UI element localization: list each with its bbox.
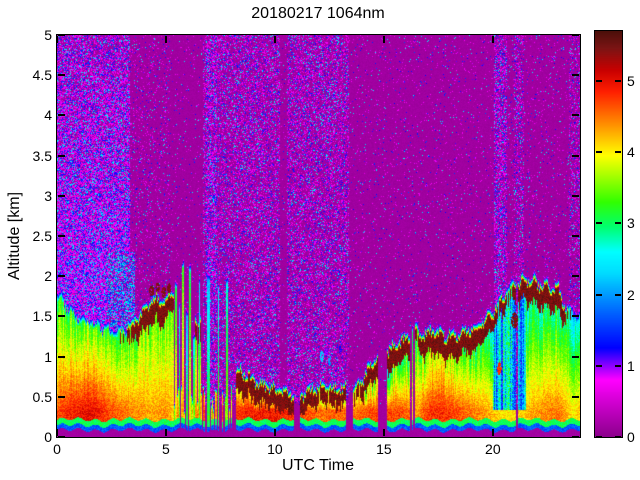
colorbar-canvas (595, 31, 622, 437)
x-tick-4 (491, 429, 494, 436)
cb-tick-left-4 (596, 151, 602, 154)
y-tick-right-7 (572, 154, 579, 157)
y-tick-label-3: 1.5 (32, 308, 52, 325)
cb-tick-left-2 (596, 293, 602, 296)
cb-tick-right-0 (615, 436, 621, 438)
x-tick-1 (164, 429, 167, 436)
x-tick-label-4: 20 (485, 441, 501, 457)
x-tick-top-2 (273, 36, 276, 43)
x-tick-label-1: 5 (162, 441, 170, 457)
heatmap-canvas (57, 35, 580, 437)
cb-tick-label-1: 1 (627, 357, 635, 374)
y-tick-label-6: 3 (44, 187, 52, 204)
y-tick-label-2: 1 (44, 348, 52, 365)
x-tick-top-3 (382, 36, 385, 43)
y-tick-5 (58, 235, 65, 237)
y-tick-6 (58, 194, 65, 197)
cb-tick-label-0: 0 (627, 429, 635, 445)
y-tick-right-3 (572, 315, 579, 318)
y-tick-right-5 (572, 235, 579, 237)
y-tick-7 (58, 154, 65, 157)
y-tick-right-1 (572, 395, 579, 398)
y-tick-label-8: 4 (44, 107, 52, 124)
cb-tick-left-0 (596, 436, 602, 438)
cb-tick-right-4 (615, 151, 621, 154)
cb-tick-right-2 (615, 293, 621, 296)
x-tick-label-3: 15 (376, 441, 392, 457)
cb-tick-right-3 (615, 222, 621, 225)
y-tick-right-0 (572, 436, 579, 438)
figure-title: 20180217 1064nm (251, 5, 385, 22)
y-tick-label-9: 4.5 (32, 67, 52, 84)
y-tick-label-5: 2.5 (32, 228, 52, 244)
x-tick-top-4 (491, 36, 494, 43)
y-tick-10 (58, 34, 65, 36)
y-tick-0 (58, 436, 65, 438)
y-tick-right-6 (572, 194, 579, 197)
y-tick-right-9 (572, 74, 579, 77)
y-tick-right-4 (572, 275, 579, 278)
y-tick-9 (58, 74, 65, 77)
cb-tick-left-3 (596, 222, 602, 225)
y-tick-right-10 (572, 34, 579, 36)
cb-tick-left-1 (596, 364, 602, 367)
cb-tick-right-1 (615, 364, 621, 367)
cb-tick-label-3: 3 (627, 215, 635, 232)
y-tick-right-8 (572, 114, 579, 117)
cb-tick-left-5 (596, 79, 602, 82)
y-tick-label-4: 2 (44, 268, 52, 285)
y-tick-label-7: 3.5 (32, 147, 52, 164)
cb-tick-label-5: 5 (627, 72, 635, 89)
y-tick-3 (58, 315, 65, 318)
x-tick-3 (382, 429, 385, 436)
x-tick-top-0 (56, 36, 58, 43)
y-tick-2 (58, 355, 65, 358)
y-tick-label-1: 0.5 (32, 388, 52, 405)
y-tick-4 (58, 275, 65, 278)
x-tick-label-2: 10 (267, 441, 283, 457)
cb-tick-label-2: 2 (627, 286, 635, 303)
x-tick-label-0: 0 (53, 441, 61, 457)
y-tick-right-2 (572, 355, 579, 358)
y-tick-8 (58, 114, 65, 117)
y-tick-1 (58, 395, 65, 398)
y-axis-label: Altitude [km] (6, 191, 23, 281)
colorbar (594, 30, 623, 438)
y-tick-label-10: 5 (44, 27, 52, 43)
x-tick-0 (56, 429, 58, 436)
plot-area (56, 34, 581, 438)
x-axis-label: UTC Time (282, 457, 354, 474)
y-tick-label-0: 0 (44, 429, 52, 445)
x-tick-2 (273, 429, 276, 436)
x-tick-top-1 (164, 36, 167, 43)
cb-tick-label-4: 4 (627, 144, 635, 161)
cb-tick-right-5 (615, 79, 621, 82)
